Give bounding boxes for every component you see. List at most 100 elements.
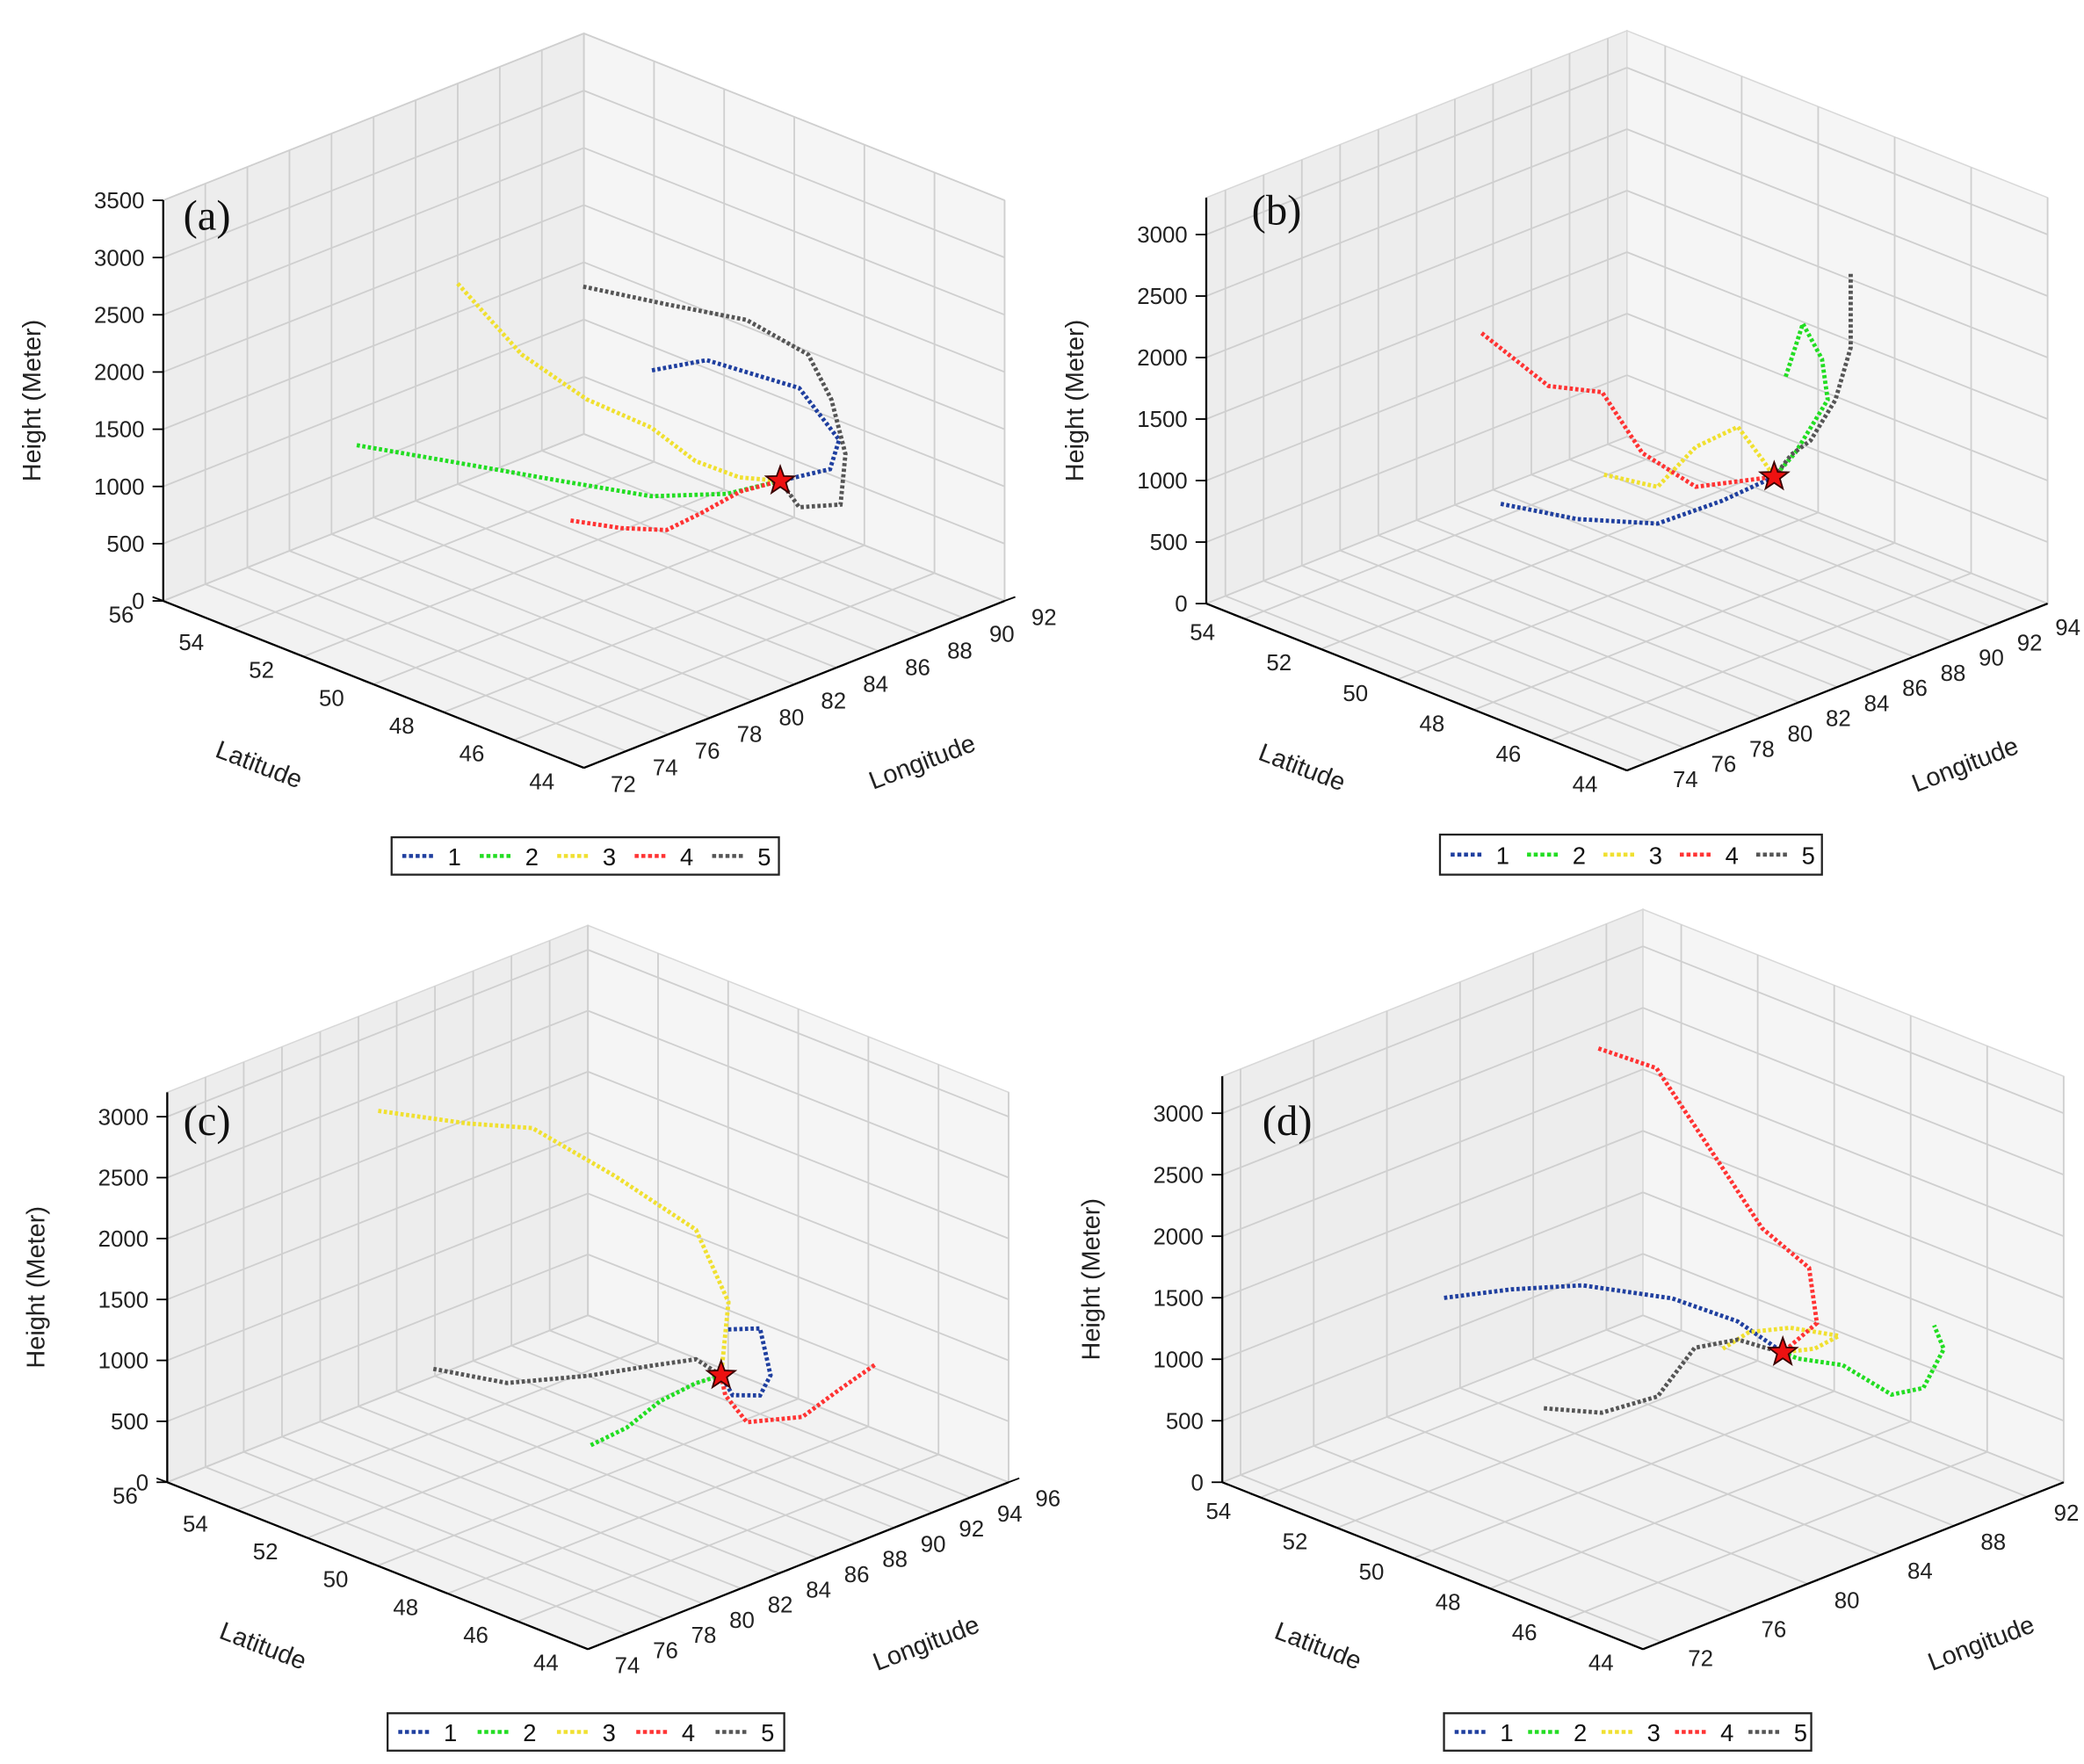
grid-line-z	[1221, 1068, 1644, 1238]
lat-tick-label: 48	[1436, 1591, 1461, 1616]
lat-tick-label: 50	[1342, 682, 1368, 706]
lon-tick-label: 92	[959, 1517, 984, 1542]
lon-tick	[1953, 1521, 1965, 1527]
lat-tick	[1234, 613, 1245, 620]
grid-line-z	[163, 376, 584, 545]
z-tick-label: 0	[1175, 592, 1187, 617]
legend-label: 3	[603, 843, 616, 871]
legend: 1 2 3 4 5	[1438, 833, 1823, 876]
lon-tick	[894, 1522, 905, 1529]
legend: 1 2 3 4 5	[1443, 1712, 1813, 1752]
lon-tick-label: 92	[2017, 631, 2043, 655]
lat-tick	[1326, 1522, 1338, 1529]
grid-line-lon	[1386, 1416, 1808, 1585]
trajectory-2	[1782, 1324, 1947, 1398]
grid-line-lat	[1336, 1360, 1758, 1529]
lat-tick-label: 44	[533, 1652, 559, 1676]
lat-tick-label: 50	[1359, 1560, 1385, 1585]
z-tick-label: 3000	[1137, 223, 1187, 248]
trajectory-1	[719, 1326, 773, 1398]
lon-tick	[855, 1537, 867, 1544]
lon-tick-label: 82	[768, 1594, 793, 1618]
trajectory-5	[432, 1356, 723, 1385]
z-tick-label: 1500	[1153, 1286, 1203, 1311]
lat-tick	[576, 1644, 589, 1651]
trajectory-4	[1597, 1046, 1820, 1355]
height-axis-title: Height (Meter)	[23, 1206, 51, 1369]
grid-line-lat	[236, 1342, 659, 1511]
grid-line-z	[587, 1254, 1009, 1422]
legend-label: 5	[757, 843, 771, 871]
legend-label: 4	[1726, 842, 1739, 869]
z-tick-label: 2000	[98, 1227, 148, 1252]
grid-line-z	[1205, 313, 1628, 481]
grid-line-z	[587, 1009, 1009, 1179]
lat-tick-label: 54	[1206, 1500, 1232, 1524]
lat-tick	[296, 1533, 308, 1539]
grid-line-lon	[1263, 580, 1685, 749]
grid-line-z	[1626, 436, 2048, 604]
lon-tick-label: 82	[821, 689, 846, 713]
trajectory-3	[1721, 1325, 1846, 1355]
lat-tick-label: 54	[178, 631, 204, 655]
lon-tick	[778, 1568, 791, 1574]
grid-line-lon	[1416, 519, 1838, 688]
lat-tick	[432, 707, 445, 713]
grid-line-lat	[1321, 481, 1742, 650]
legend: 1 2 3 4 5	[390, 835, 780, 876]
z-tick-label: 2500	[98, 1167, 148, 1191]
lon-tick	[1836, 682, 1849, 688]
grid-line-z	[1221, 1253, 1644, 1422]
lat-tick	[1539, 735, 1552, 741]
lon-tick-label: 74	[615, 1654, 640, 1679]
legend-label: 3	[603, 1719, 616, 1746]
z-tick-label: 500	[111, 1410, 148, 1435]
lon-tick-label: 88	[882, 1548, 908, 1572]
grid-line-lon	[1454, 503, 1877, 673]
lon-tick	[1722, 727, 1734, 734]
grid-line-z	[1642, 1253, 2065, 1422]
lon-tick	[1807, 1579, 1819, 1585]
lon-tick	[668, 729, 679, 735]
legend: 1 2 3 4 5	[387, 1712, 785, 1752]
z-tick-label: 1000	[1137, 469, 1187, 494]
lon-tick-label: 76	[1762, 1617, 1787, 1642]
legend-label: 5	[1794, 1719, 1807, 1746]
grid-line-z	[1626, 128, 2048, 297]
legend-label: 4	[682, 1719, 695, 1746]
lat-tick-label: 44	[529, 770, 554, 794]
grid-line-lon	[1569, 459, 1991, 627]
panel-label: (c)	[184, 1097, 231, 1145]
grid-line-z	[167, 1131, 589, 1301]
lon-tick-label: 84	[1907, 1559, 1933, 1584]
lat-tick-label: 46	[1496, 742, 1522, 767]
trajectory-5	[583, 284, 848, 510]
lat-tick-label: 48	[1419, 712, 1444, 736]
grid-line-lon	[1532, 1357, 1955, 1527]
grid-line-z	[1642, 1130, 2065, 1299]
legend-label: 2	[525, 843, 539, 871]
z-tick-label: 2500	[1137, 285, 1187, 309]
grid-line-lon	[1313, 1445, 1735, 1614]
trajectory-3	[1603, 423, 1776, 489]
grid-line-z	[167, 1254, 589, 1422]
lon-tick	[751, 696, 763, 702]
lon-tick-label: 74	[1673, 768, 1698, 792]
grid-line-z	[163, 147, 584, 316]
lat-tick-label: 52	[249, 659, 274, 683]
z-tick-label: 1500	[98, 1288, 148, 1312]
grid-line-lat	[517, 1453, 939, 1623]
grid-line-lon	[1530, 474, 1953, 643]
lon-tick	[1951, 636, 1964, 643]
panel-label: (d)	[1263, 1097, 1313, 1145]
grid-line-lat	[307, 1370, 729, 1539]
grid-line-z	[163, 33, 584, 201]
grid-line-z	[1205, 190, 1628, 358]
z-tick-label: 2500	[1153, 1163, 1203, 1188]
lon-tick-label: 76	[1711, 753, 1736, 777]
legend-label: 4	[680, 843, 693, 871]
height-axis-title: Height (Meter)	[18, 320, 47, 482]
z-tick-label: 1500	[94, 418, 144, 443]
lon-tick-label: 90	[989, 622, 1015, 647]
lon-tick-label: 72	[1688, 1646, 1713, 1671]
